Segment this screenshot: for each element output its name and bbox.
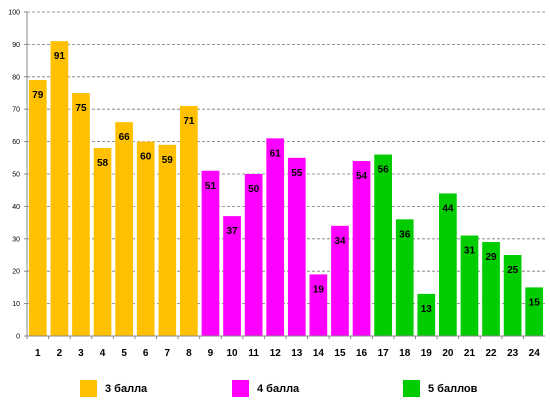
- x-tick-label: 9: [208, 348, 214, 359]
- data-label: 25: [507, 265, 519, 276]
- y-tick-label: 100: [8, 10, 20, 17]
- data-label: 50: [248, 184, 260, 195]
- legend: 3 балла 4 балла 5 баллов: [0, 380, 550, 402]
- data-label: 66: [119, 132, 131, 143]
- x-tick-label: 5: [121, 348, 127, 359]
- x-tick-label: 20: [442, 348, 454, 359]
- bar: [50, 41, 69, 336]
- data-label: 60: [140, 152, 152, 163]
- legend-item-5: 5 баллов: [403, 380, 477, 397]
- bar: [201, 170, 220, 336]
- bar: [223, 216, 241, 336]
- data-label: 61: [270, 148, 282, 159]
- data-label: 56: [378, 165, 390, 176]
- data-label: 31: [464, 246, 476, 257]
- y-tick-label: 70: [12, 107, 20, 114]
- bar: [309, 274, 328, 336]
- bar: [525, 287, 544, 336]
- bar: [180, 105, 198, 337]
- data-label: 15: [529, 297, 541, 308]
- legend-item-3: 3 балла: [80, 380, 147, 397]
- x-tick-label: 2: [57, 348, 63, 359]
- data-label: 37: [226, 226, 238, 237]
- y-tick-label: 90: [12, 42, 20, 49]
- data-label: 91: [54, 51, 66, 62]
- x-tick-label: 6: [143, 348, 149, 359]
- bar: [374, 154, 392, 336]
- data-label: 79: [32, 90, 44, 101]
- x-tick-label: 7: [165, 348, 171, 359]
- x-tick-label: 21: [464, 348, 476, 359]
- bar: [93, 148, 112, 336]
- bar: [115, 122, 133, 336]
- x-tick-label: 13: [291, 348, 303, 359]
- bar: [503, 255, 522, 336]
- data-label: 58: [97, 158, 109, 169]
- x-tick-label: 24: [529, 348, 541, 359]
- data-label: 36: [399, 229, 411, 240]
- x-tick-label: 19: [421, 348, 433, 359]
- x-axis: 1 2 3 4 5 6 7 8 9 10 11 12 13 14 15 16 17 18 19 20 21 22 23 24: [26, 335, 545, 359]
- y-axis: 0 10 20 30 40 50 60 70 80 90 100: [8, 10, 28, 341]
- data-label: 51: [205, 181, 217, 192]
- legend-swatch-3: [80, 380, 97, 397]
- x-tick-label: 23: [507, 348, 519, 359]
- x-tick-label: 15: [334, 348, 346, 359]
- bar: [482, 242, 500, 336]
- data-labels: 79 91 75 58 66 60 59 71 51 37 50 61 55 19 34 54 56 36 13 44…: [32, 51, 540, 315]
- legend-label-5: 5 баллов: [428, 382, 478, 395]
- bar: [417, 293, 436, 336]
- x-tick-label: 12: [270, 348, 282, 359]
- x-tick-label: 14: [313, 348, 325, 359]
- bar: [460, 235, 479, 336]
- data-label: 29: [485, 252, 497, 263]
- bar: [439, 193, 457, 336]
- x-tick-label: 22: [485, 348, 497, 359]
- data-label: 59: [162, 155, 174, 166]
- x-tick-label: 17: [378, 348, 390, 359]
- bar: [28, 80, 47, 336]
- legend-item-4: 4 балла: [232, 380, 299, 397]
- x-tick-label: 18: [399, 348, 411, 359]
- x-tick-label: 16: [356, 348, 368, 359]
- legend-swatch-4: [232, 380, 249, 397]
- y-tick-label: 10: [12, 301, 20, 308]
- y-tick-label: 50: [12, 172, 20, 179]
- x-tick-label: 4: [100, 348, 106, 359]
- y-tick-label: 0: [16, 334, 20, 341]
- x-tick-label: 10: [226, 348, 238, 359]
- y-tick-label: 40: [12, 204, 20, 211]
- gridlines: [27, 11, 545, 305]
- y-tick-label: 30: [12, 236, 20, 243]
- legend-label-3: 3 балла: [105, 382, 148, 395]
- data-label: 44: [442, 203, 454, 214]
- bar: [352, 161, 371, 336]
- x-tick-label: 8: [186, 348, 192, 359]
- data-label: 55: [291, 168, 303, 179]
- y-tick-label: 20: [12, 269, 20, 276]
- bar: [266, 138, 285, 336]
- bar: [72, 93, 90, 336]
- y-tick-label: 60: [12, 139, 20, 146]
- data-label: 75: [75, 103, 87, 114]
- legend-swatch-5: [403, 380, 420, 397]
- legend-label-4: 4 балла: [257, 382, 300, 395]
- data-label: 71: [183, 116, 195, 127]
- bars: [28, 41, 544, 337]
- y-tick-label: 80: [12, 74, 20, 81]
- x-tick-label: 11: [248, 348, 259, 359]
- bar: [158, 144, 177, 336]
- x-tick-label: 3: [78, 348, 84, 359]
- bar: [331, 225, 349, 336]
- data-label: 34: [334, 236, 346, 247]
- data-label: 19: [313, 284, 325, 295]
- bar: [136, 141, 155, 336]
- x-tick-label: 1: [35, 348, 41, 359]
- bar: [287, 157, 306, 336]
- data-label: 13: [421, 304, 433, 315]
- data-label: 54: [356, 171, 368, 182]
- bar: [244, 174, 263, 336]
- bar: [395, 219, 414, 336]
